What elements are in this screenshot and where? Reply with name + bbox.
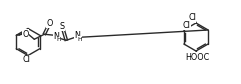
Text: Cl: Cl xyxy=(188,14,196,23)
Text: N: N xyxy=(74,31,80,40)
Text: Cl: Cl xyxy=(183,20,191,29)
Text: N: N xyxy=(53,32,59,41)
Text: HOOC: HOOC xyxy=(185,52,209,61)
Text: S: S xyxy=(60,22,65,31)
Text: O: O xyxy=(22,30,28,39)
Text: H: H xyxy=(57,37,61,42)
Text: Cl: Cl xyxy=(22,56,30,65)
Text: O: O xyxy=(47,19,53,28)
Text: H: H xyxy=(78,37,82,42)
